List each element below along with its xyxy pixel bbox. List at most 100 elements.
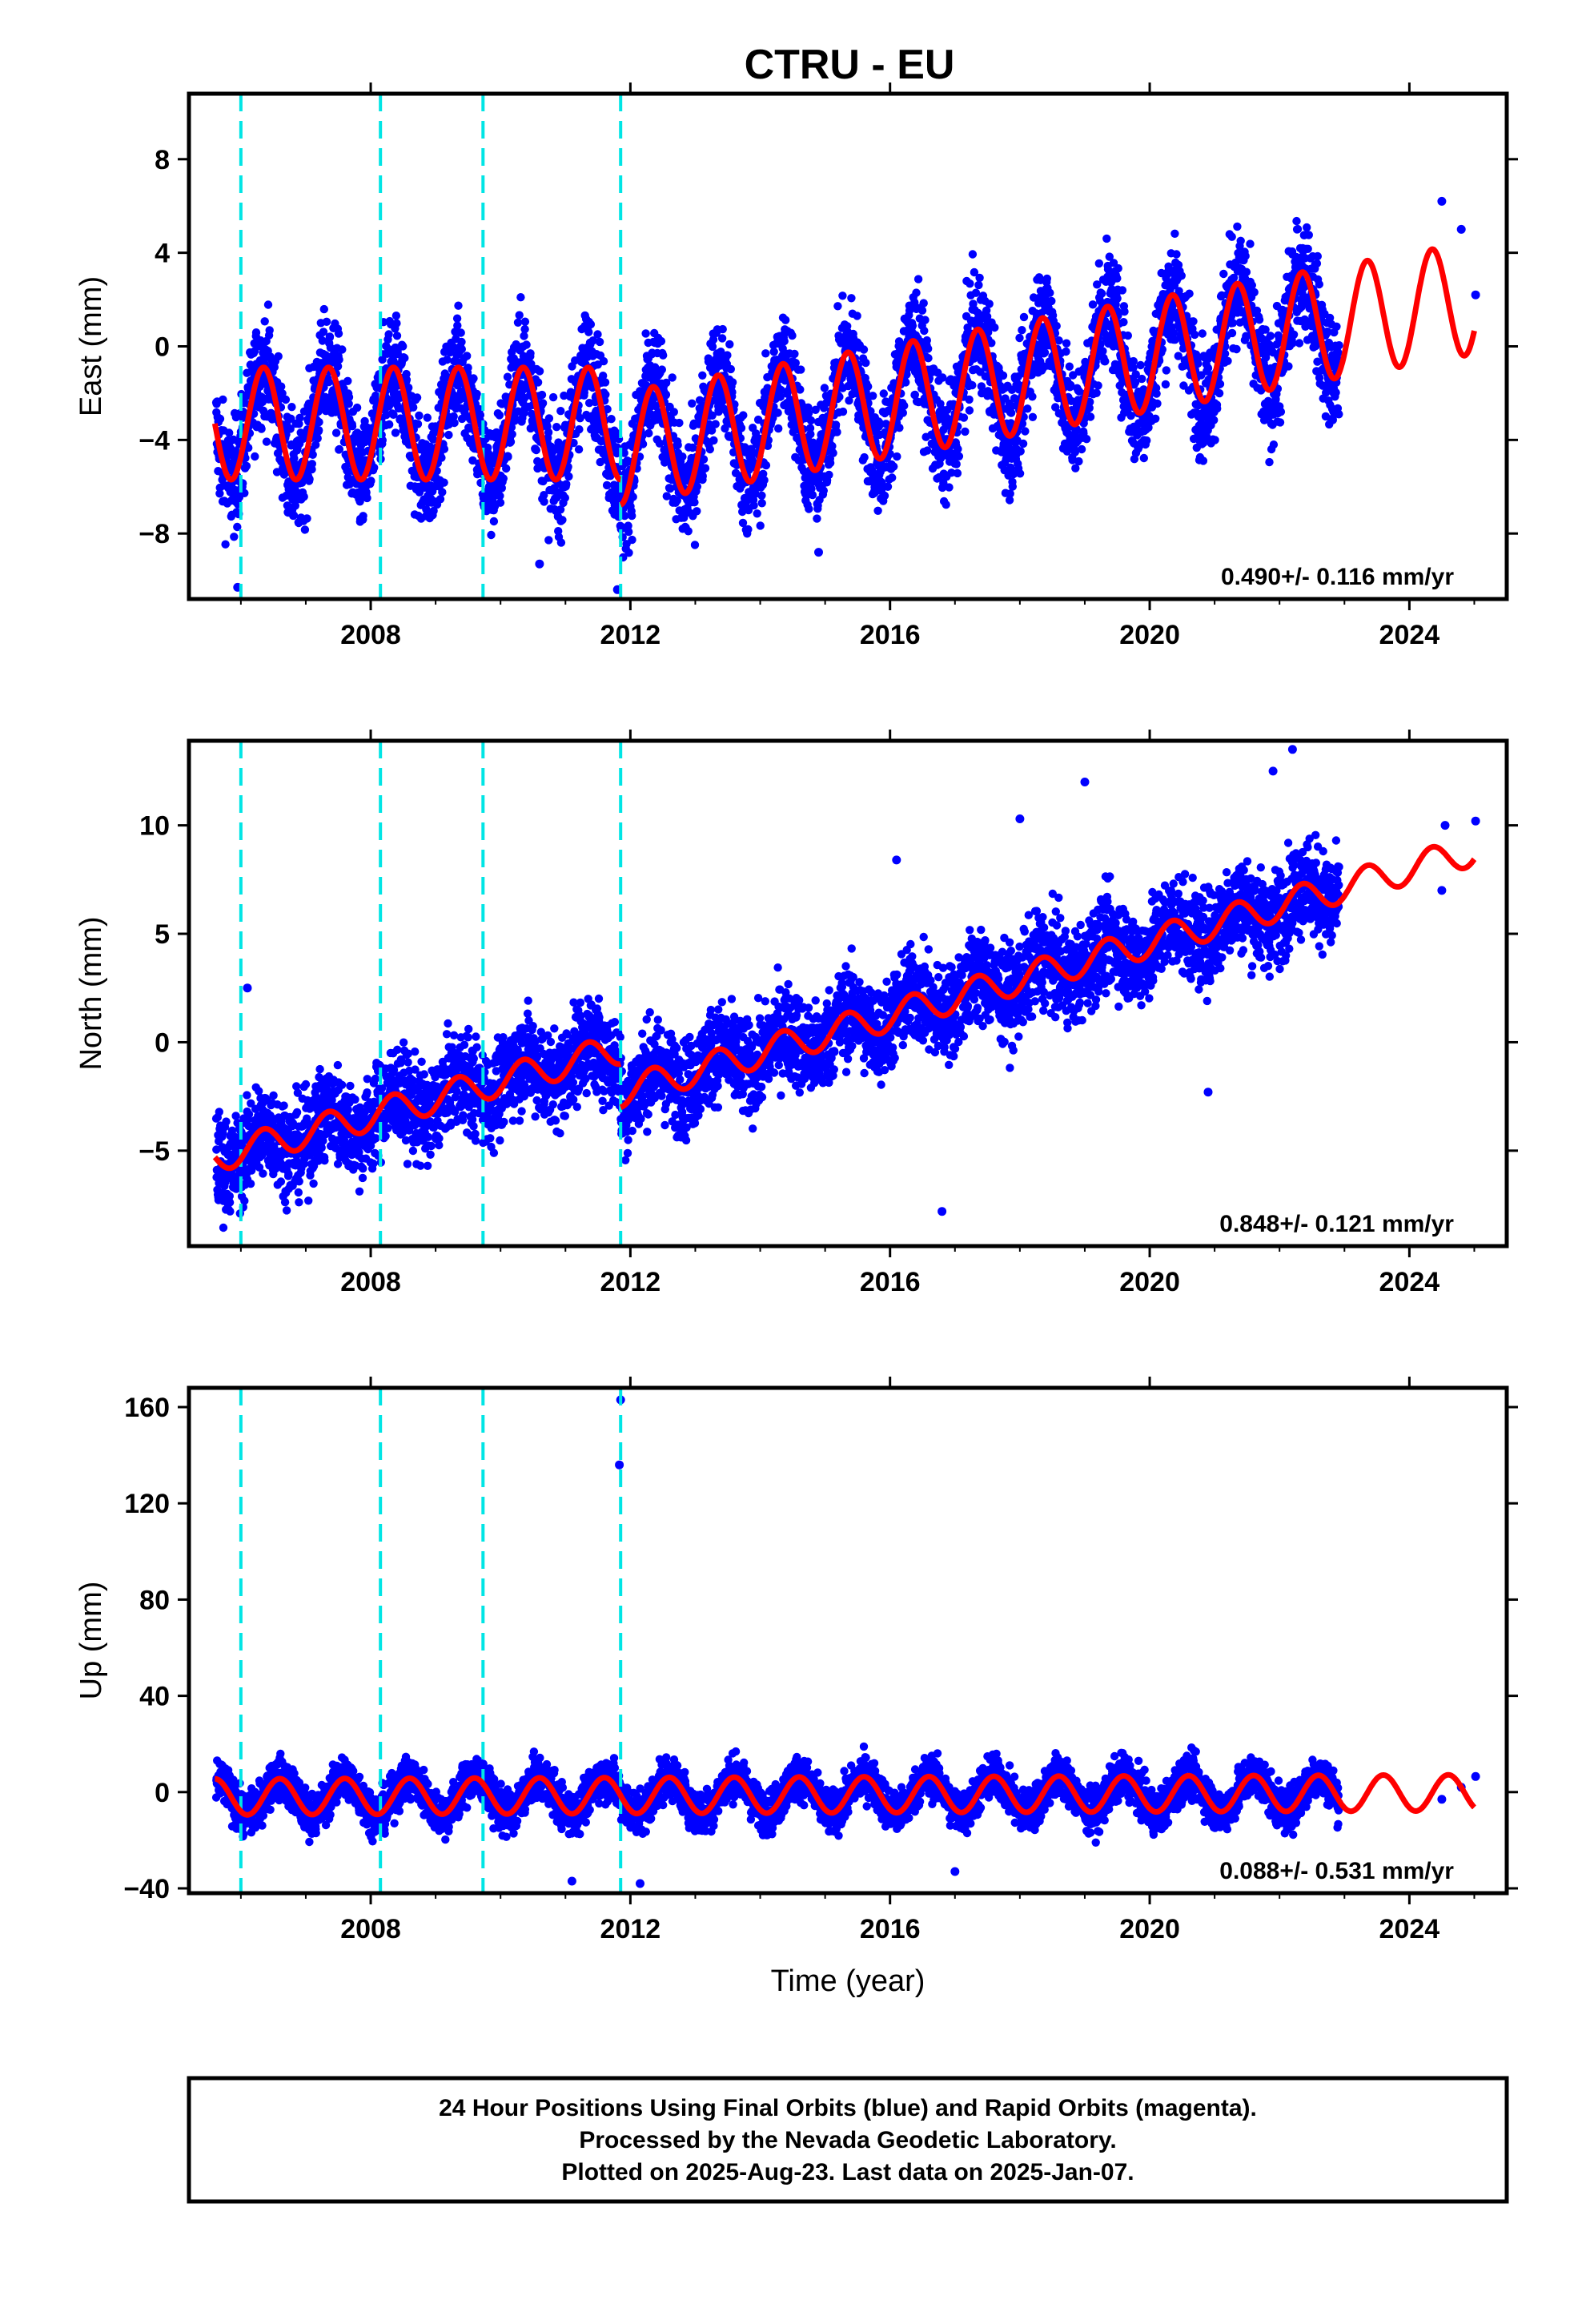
data-point <box>281 395 291 404</box>
data-point <box>603 404 612 414</box>
data-point <box>1242 267 1251 276</box>
chart-title: CTRU - EU <box>745 42 955 88</box>
data-point <box>920 326 929 336</box>
data-point <box>601 390 610 399</box>
data-point <box>942 501 950 509</box>
data-point <box>450 418 459 428</box>
data-point <box>1094 381 1102 390</box>
data-point <box>1028 392 1037 401</box>
data-point <box>384 330 393 339</box>
data-point <box>315 426 323 435</box>
data-point <box>1203 364 1213 372</box>
data-point <box>693 507 701 516</box>
data-point <box>506 437 516 446</box>
data-point <box>669 408 678 416</box>
data-point <box>1211 436 1219 444</box>
data-point <box>726 364 735 374</box>
data-point <box>556 505 565 514</box>
data-point <box>1085 404 1094 412</box>
data-point <box>522 340 531 349</box>
data-point <box>343 376 352 385</box>
data-point <box>990 323 999 332</box>
data-point <box>1303 223 1311 232</box>
data-point <box>853 312 861 320</box>
data-point <box>1113 274 1122 283</box>
data-point <box>1313 251 1323 261</box>
data-point <box>698 472 707 480</box>
data-point <box>584 328 593 336</box>
data-point <box>335 355 343 364</box>
data-point <box>808 490 817 500</box>
data-point <box>845 396 853 405</box>
data-point <box>1066 396 1076 405</box>
data-point <box>805 424 815 432</box>
data-point <box>1131 370 1140 379</box>
data-point <box>454 301 463 310</box>
data-point <box>1098 347 1107 356</box>
data-point <box>628 535 636 545</box>
data-point <box>593 330 602 339</box>
data-point <box>813 514 821 523</box>
data-point <box>497 484 506 493</box>
data-point <box>699 455 709 464</box>
data-point <box>1292 216 1301 226</box>
data-point <box>1069 371 1078 380</box>
data-point <box>452 314 462 323</box>
data-point <box>968 380 977 390</box>
data-point <box>319 304 328 314</box>
data-point <box>959 413 969 422</box>
data-point <box>705 444 714 454</box>
data-point <box>774 424 783 433</box>
data-point <box>556 407 565 416</box>
data-point <box>985 300 994 308</box>
data-point <box>1174 287 1183 296</box>
data-point <box>662 492 671 501</box>
data-point <box>1199 456 1208 465</box>
data-point <box>1005 496 1014 505</box>
data-point <box>324 377 334 387</box>
data-point <box>998 371 1008 380</box>
data-point <box>864 382 873 391</box>
data-point <box>1275 418 1285 427</box>
data-point <box>620 511 629 521</box>
data-point <box>1040 348 1050 357</box>
data-point <box>847 294 856 303</box>
data-point <box>624 549 633 557</box>
data-point <box>838 292 847 300</box>
data-point <box>552 423 561 432</box>
data-point <box>777 385 785 395</box>
data-point <box>226 1207 235 1216</box>
data-point <box>939 478 948 488</box>
data-point <box>1051 403 1060 412</box>
data-point <box>277 382 286 391</box>
data-point <box>638 440 648 448</box>
data-point <box>644 428 653 438</box>
data-point <box>215 489 224 498</box>
data-point <box>662 378 671 388</box>
data-point <box>562 480 571 489</box>
data-point <box>1070 448 1080 456</box>
data-point <box>404 383 413 392</box>
data-point <box>761 460 771 470</box>
data-point <box>825 470 833 480</box>
data-point <box>805 505 813 513</box>
data-point <box>1168 300 1178 308</box>
data-point <box>1331 388 1340 397</box>
data-point <box>945 483 954 492</box>
data-point <box>678 452 687 461</box>
data-point <box>595 337 604 347</box>
data-point <box>367 476 375 485</box>
data-point <box>737 424 746 432</box>
data-point <box>1016 447 1025 456</box>
data-point <box>389 410 398 419</box>
data-point <box>974 280 983 290</box>
data-point <box>1094 259 1104 268</box>
data-point <box>322 317 331 326</box>
data-point <box>472 389 481 399</box>
data-point <box>1289 330 1299 339</box>
data-point <box>457 337 466 347</box>
data-point <box>753 509 761 518</box>
data-point <box>1093 280 1102 289</box>
data-point <box>796 385 805 394</box>
data-point <box>1074 387 1084 396</box>
